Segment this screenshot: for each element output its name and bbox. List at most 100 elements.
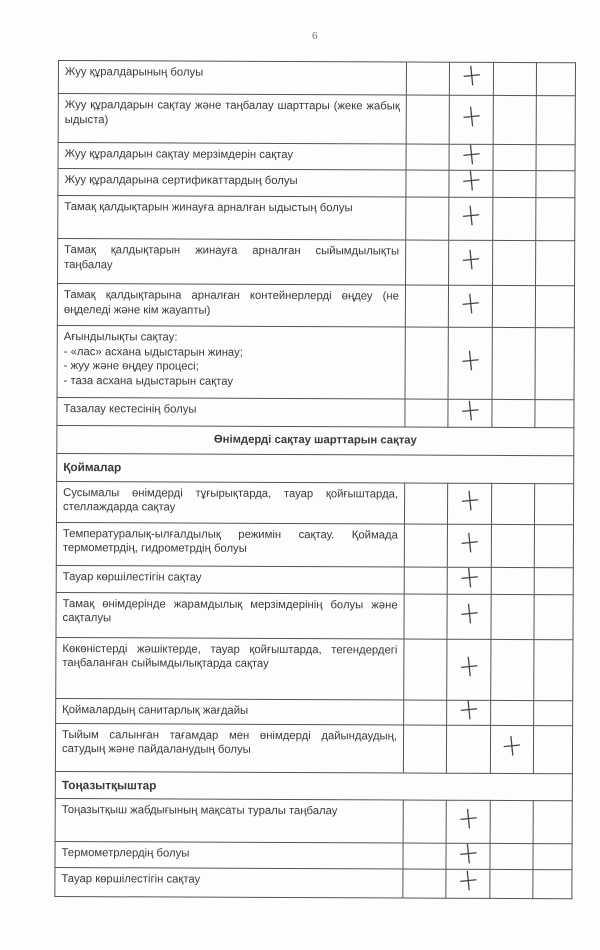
criterion-text: Тамақ қалдықтарына арналған контейнерлер… <box>57 283 406 328</box>
table-row: Сусымалы өнімдерді тұғырықтарда, тауар қ… <box>56 480 574 525</box>
subsection-header-row: Қоймалар <box>56 452 574 484</box>
subsection-header-row: Тоңазытқыштар <box>55 770 573 801</box>
check-cell-1 <box>403 593 448 639</box>
check-cell-4 <box>535 240 575 286</box>
criterion-text: Тамақ қалдықтарын жинауға арналған сыйым… <box>57 238 406 286</box>
page-number: 6 <box>312 30 318 42</box>
table-row: Тыйым салынған тағамдар мен өнімдерді да… <box>55 722 573 774</box>
table-row: Тамақ қалдықтарын жинауға арналған сыйым… <box>57 238 575 286</box>
criterion-text: Тазалау кестесінің болуы <box>56 397 406 428</box>
criterion-text: Тамақ қалдықтарын жинауға арналған ыдыст… <box>57 195 406 241</box>
check-cell-3 <box>492 170 537 198</box>
handwritten-plus-mark: + <box>456 594 482 633</box>
check-cell-1 <box>406 95 450 145</box>
check-cell-3 <box>492 197 536 241</box>
criterion-text: Термометрлердің болуы <box>54 841 404 870</box>
check-cell-3 <box>490 638 535 701</box>
check-cell-2: + <box>448 327 493 400</box>
check-cell-1 <box>405 240 450 286</box>
check-cell-1 <box>403 800 447 844</box>
check-cell-4 <box>535 170 576 198</box>
check-cell-4 <box>534 524 574 568</box>
criterion-text: Ағындылықты сақтау: - «лас» асхана ыдыст… <box>57 325 406 400</box>
criterion-text: Тоңазытқыш жабдығының мақсаты туралы таң… <box>55 798 404 844</box>
criterion-text: Жуу құралдарының болуы <box>58 60 407 96</box>
section-header-row: Өнімдерді сақтау шарттарын сақтау <box>56 425 574 456</box>
check-cell-4 <box>536 95 576 145</box>
handwritten-plus-mark: + <box>456 647 482 686</box>
handwritten-plus-mark: + <box>458 98 484 137</box>
check-cell-1 <box>402 843 447 870</box>
table-row: Көкөністерді жәшіктерде, тауар қойғыштар… <box>55 636 573 701</box>
handwritten-plus-mark: + <box>457 284 484 323</box>
check-cell-2: + <box>448 392 492 430</box>
check-cell-4 <box>535 285 575 328</box>
criterion-text: Тыйым салынған тағамдар мен өнімдерді да… <box>55 722 404 773</box>
table-row: Температуралық-ылғалдылық режимін сақтау… <box>56 521 574 568</box>
criterion-text: Сусымалы өнімдерді тұғырықтарда, тауар қ… <box>56 480 405 524</box>
table-row: Ағындылықты сақтау: - «лас» асхана ыдыст… <box>57 325 575 400</box>
check-cell-3 <box>492 285 536 328</box>
handwritten-plus-mark: + <box>457 341 483 380</box>
check-cell-3 <box>490 593 535 640</box>
check-cell-1 <box>405 170 450 198</box>
check-cell-1 <box>405 197 450 241</box>
check-cell-2 <box>446 724 491 773</box>
table-row: Жуу құралдарын сақтау мерзімдерін сақтау… <box>58 136 576 174</box>
table-row: Тауар көршілестігін сақтау + <box>56 558 574 597</box>
check-cell-3 <box>492 95 537 145</box>
check-cell-1 <box>404 566 448 594</box>
check-cell-4 <box>534 483 574 525</box>
check-cell-3 <box>492 240 536 286</box>
check-cell-4 <box>533 800 573 844</box>
check-cell-3 <box>490 566 535 595</box>
check-cell-1 <box>405 327 449 400</box>
check-cell-1 <box>404 399 449 428</box>
table-row: Қоймалардың санитарлық жағдайы + <box>55 690 573 729</box>
check-cell-3 <box>491 523 535 568</box>
criterion-text: Температуралық-ылғалдылық режимін сақтау… <box>56 521 405 567</box>
section-title: Өнімдерді сақтау шарттарын сақтау <box>56 425 574 456</box>
check-cell-3 <box>491 482 535 525</box>
criterion-text: Көкөністерді жәшіктерде, тауар қойғыштар… <box>55 636 404 700</box>
table-row: Тазалау кестесінің болуы + <box>56 392 575 430</box>
handwritten-plus-mark: + <box>456 690 482 729</box>
checklist-table: Жуу құралдарының болуы + Жуу құралдарын са… <box>54 57 576 900</box>
check-cell-3 <box>490 699 534 726</box>
criterion-text: Тауар көршілестігін сақтау <box>56 564 405 594</box>
table-row: Термометрлердің болуы + <box>54 834 573 872</box>
check-cell-1 <box>403 699 448 725</box>
handwritten-plus-mark: + <box>456 481 483 520</box>
check-cell-2: + <box>447 593 491 639</box>
criterion-text: Қоймалардың санитарлық жағдайы <box>55 697 404 725</box>
check-cell-4 <box>536 144 576 171</box>
subsection-title: Тоңазытқыштар <box>55 770 573 801</box>
check-cell-2: + <box>449 57 494 96</box>
handwritten-plus-mark: + <box>458 57 485 96</box>
check-cell-4 <box>535 197 575 241</box>
check-cell-3 <box>491 327 536 400</box>
check-cell-1 <box>403 638 448 700</box>
check-cell-1 <box>404 482 449 524</box>
check-cell-2: + <box>449 197 493 241</box>
check-cell-2: + <box>446 862 490 900</box>
check-cell-1 <box>404 523 448 567</box>
handwritten-plus-mark: + <box>458 162 484 201</box>
check-cell-1 <box>406 62 450 96</box>
subsection-title: Қоймалар <box>56 452 574 484</box>
criterion-text: Тамақ өнімдерінде жарамдылық мерзімдерін… <box>55 591 405 639</box>
criterion-text: Жуу құралдарына сертификаттардың болуы <box>57 168 407 198</box>
handwritten-plus-mark: + <box>458 197 484 236</box>
check-cell-2: + <box>449 162 493 201</box>
handwritten-plus-mark: + <box>457 241 484 280</box>
check-cell-4 <box>534 594 574 640</box>
handwritten-plus-mark: + <box>456 558 482 597</box>
check-cell-3 <box>489 869 534 899</box>
check-cell-3 <box>491 399 536 428</box>
check-cell-3: + <box>490 724 534 774</box>
check-cell-2: + <box>447 481 492 524</box>
check-cell-3 <box>489 843 534 870</box>
check-cell-4 <box>536 62 576 96</box>
check-cell-4 <box>532 869 572 899</box>
table-row: Жуу құралдарына сертификаттардың болуы + <box>57 162 576 201</box>
